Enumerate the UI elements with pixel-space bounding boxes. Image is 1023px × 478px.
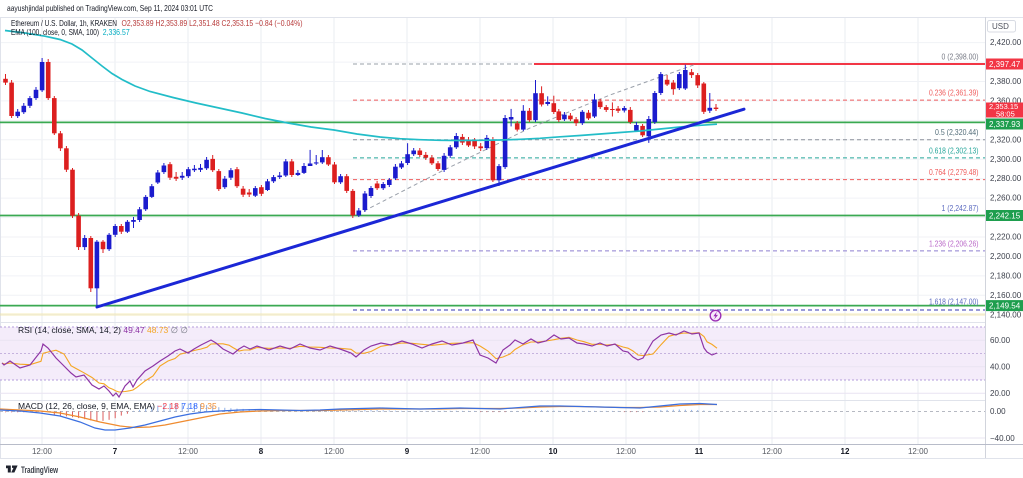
svg-text:EMA (100, close, 0, SMA, 100): EMA (100, close, 0, SMA, 100) — [11, 27, 99, 37]
svg-text:12:00: 12:00 — [324, 447, 345, 456]
svg-text:O2,353.89 H2,353.89 L2,351.48: O2,353.89 H2,353.89 L2,351.48 C2,353.15 … — [122, 18, 303, 28]
svg-text:11: 11 — [695, 447, 704, 456]
svg-text:12: 12 — [841, 447, 850, 456]
svg-text:0 (2,398.00): 0 (2,398.00) — [942, 53, 979, 62]
svg-text:10: 10 — [549, 447, 558, 456]
svg-text:2,380.00: 2,380.00 — [990, 77, 1022, 86]
svg-text:MACD (12, 26, close, 9, EMA, E: MACD (12, 26, close, 9, EMA, EMA) −2.18 … — [18, 401, 217, 411]
svg-text:Ethereum / U.S. Dollar, 1h, KR: Ethereum / U.S. Dollar, 1h, KRAKEN — [11, 18, 117, 28]
svg-text:2,149.54: 2,149.54 — [989, 301, 1021, 310]
svg-text:2,220.00: 2,220.00 — [990, 233, 1022, 242]
svg-text:20.00: 20.00 — [990, 389, 1011, 398]
svg-text:2,360.00: 2,360.00 — [990, 96, 1022, 105]
svg-text:1.618 (2,147.00): 1.618 (2,147.00) — [929, 298, 979, 307]
svg-text:12:00: 12:00 — [616, 447, 637, 456]
svg-text:12:00: 12:00 — [470, 447, 491, 456]
svg-text:7: 7 — [113, 447, 118, 456]
svg-text:9: 9 — [405, 447, 410, 456]
svg-text:2,180.00: 2,180.00 — [990, 271, 1022, 280]
svg-text:−40.00: −40.00 — [990, 434, 1015, 443]
svg-text:0.236 (2,361.39): 0.236 (2,361.39) — [929, 89, 979, 98]
svg-text:2,280.00: 2,280.00 — [990, 174, 1022, 183]
svg-text:0.00: 0.00 — [990, 407, 1006, 416]
svg-text:USD: USD — [992, 22, 1009, 31]
svg-text:12:00: 12:00 — [762, 447, 783, 456]
svg-text:1 (2,242.87): 1 (2,242.87) — [942, 204, 979, 213]
svg-text:2,397.47: 2,397.47 — [989, 60, 1021, 69]
svg-text:2,140.00: 2,140.00 — [990, 310, 1022, 319]
svg-text:1.236 (2,206.26): 1.236 (2,206.26) — [929, 239, 979, 248]
svg-text:0.764 (2,279.48): 0.764 (2,279.48) — [929, 168, 979, 177]
svg-text:2,200.00: 2,200.00 — [990, 252, 1022, 261]
svg-text:60.00: 60.00 — [990, 336, 1011, 345]
svg-text:2,336.57: 2,336.57 — [103, 27, 130, 37]
svg-text:8: 8 — [259, 447, 264, 456]
svg-text:2,260.00: 2,260.00 — [990, 194, 1022, 203]
svg-text:58:05: 58:05 — [996, 109, 1015, 118]
svg-text:2,242.15: 2,242.15 — [989, 211, 1021, 220]
svg-text:12:00: 12:00 — [908, 447, 929, 456]
svg-text:aayushjindal published on Trad: aayushjindal published on TradingView.co… — [7, 3, 213, 13]
svg-text:2,160.00: 2,160.00 — [990, 291, 1022, 300]
svg-text:0.618 (2,302.13): 0.618 (2,302.13) — [929, 146, 979, 155]
svg-text:TradingView: TradingView — [21, 465, 58, 476]
svg-text:2,420.00: 2,420.00 — [990, 38, 1022, 47]
svg-text:RSI (14, close, SMA, 14, 2) 49: RSI (14, close, SMA, 14, 2) 49.47 48.73 … — [18, 325, 188, 335]
svg-text:12:00: 12:00 — [32, 447, 53, 456]
svg-text:2,353.15: 2,353.15 — [989, 102, 1018, 111]
svg-text:2,320.00: 2,320.00 — [990, 135, 1022, 144]
svg-text:2,337.93: 2,337.93 — [989, 120, 1021, 129]
svg-text:40.00: 40.00 — [990, 363, 1011, 372]
svg-text:12:00: 12:00 — [178, 447, 199, 456]
svg-text:2,300.00: 2,300.00 — [990, 155, 1022, 164]
svg-text:0.5 (2,320.44): 0.5 (2,320.44) — [935, 128, 979, 137]
